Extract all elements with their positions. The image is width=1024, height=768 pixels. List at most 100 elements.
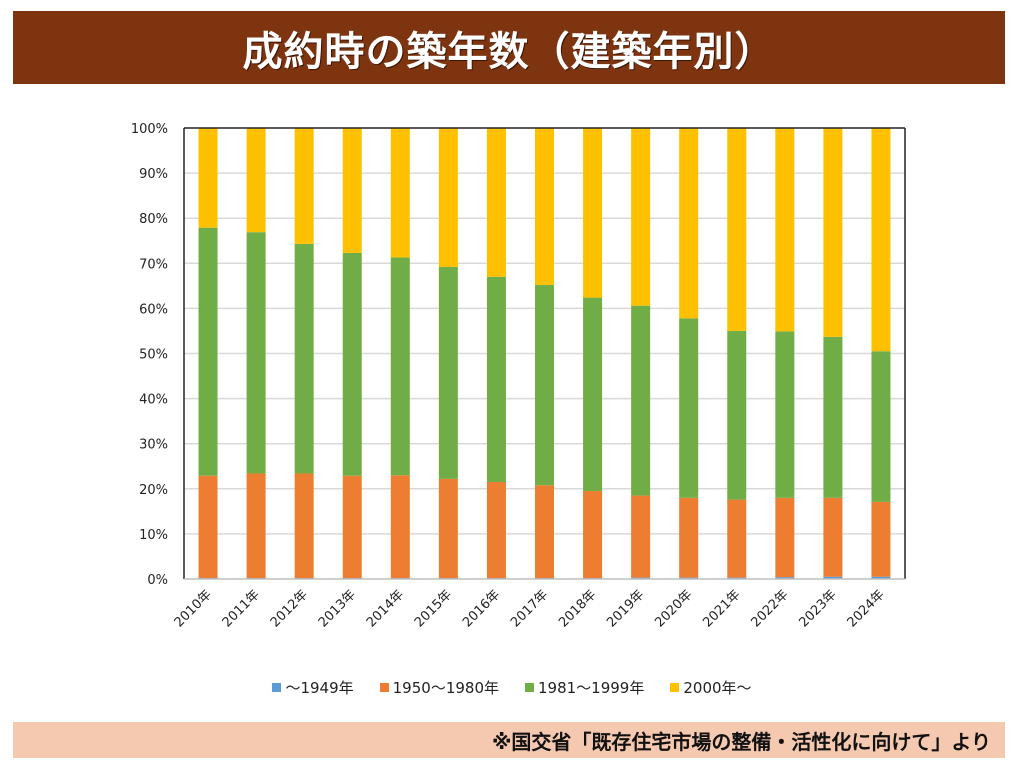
bar-segment [535,128,554,285]
bar-stack [727,128,747,579]
bar-segment [679,497,699,578]
bar-segment [342,128,362,253]
legend-label: 2000年～ [683,679,752,697]
y-tick-label: 10% [139,528,168,543]
x-tick-label: 2016年 [460,587,503,630]
bar-segment [390,128,410,258]
bar-segment [535,284,554,486]
bar-segment [727,499,747,578]
bar-segment [871,128,891,352]
bar-segment [775,497,795,578]
y-tick-label: 30% [139,438,168,453]
legend-label: 1981～1999年 [538,679,645,697]
source-banner: ※国交省「既存住宅市場の整備・活性化に向けて」より [13,722,1005,758]
bar-stack [823,128,843,579]
legend-item: ～1949年 [272,677,354,698]
bar-segment [294,243,314,474]
legend-item: 2000年～ [670,677,752,698]
y-tick-label: 90% [139,167,168,182]
y-tick-label: 80% [139,212,168,227]
bar-segment [583,128,603,298]
bar-segment [390,475,410,579]
y-tick-label: 60% [139,302,168,317]
x-tick-label: 2018年 [556,587,599,630]
bar-stack [438,128,458,579]
legend-label: 1950～1980年 [392,679,499,697]
y-tick-label: 20% [139,483,168,498]
bar-stack [486,128,506,579]
bar-stack [390,128,410,579]
page-title: 成約時の築年数（建築年別） [242,28,776,75]
bar-segment [679,128,699,319]
bar-segment [438,266,458,479]
bar-segment [823,576,843,579]
bar-segment [727,128,747,331]
y-tick-labels: 0% 10% 20% 30% 40% 50% 60% 70% 80% 90% 100% [131,122,168,588]
bar-segment [390,257,410,476]
bar-segment [823,497,843,577]
y-tick-label: 100% [131,122,168,137]
y-tick-label: 70% [139,257,168,272]
x-tick-label: 2010年 [172,587,215,630]
legend-swatch [525,683,534,692]
bar-stack [342,128,362,579]
bar-segment [583,491,603,579]
bar-segment [246,473,266,579]
bar-segment [246,232,266,474]
x-tick-label: 2019年 [604,587,647,630]
bar-segment [631,305,651,496]
x-tick-label: 2020年 [652,587,695,630]
bar-segment [198,475,218,579]
bar-segment [486,128,506,277]
x-tick-label: 2023年 [797,587,840,630]
bar-segment [198,227,218,476]
bar-stack [535,128,554,579]
x-tick-label: 2013年 [316,587,359,630]
bar-stack [246,128,266,579]
bar-segment [775,577,795,579]
x-tick-label: 2015年 [412,587,455,630]
source-note: ※国交省「既存住宅市場の整備・活性化に向けて」より [491,729,991,754]
bar-stack [871,128,891,579]
bar-stack [198,128,218,579]
bar-segment [294,473,314,579]
bar-segment [486,482,506,579]
legend-label: ～1949年 [285,679,354,697]
bar-segment [775,128,795,332]
bar-segment [438,478,458,579]
legend-item: 1950～1980年 [379,677,499,698]
bar-segment [727,330,747,500]
x-tick-label: 2017年 [508,587,551,630]
x-tick-label: 2022年 [748,587,791,630]
stacked-bar-chart: 0%10%20%30%40%50%60%70%80%90%100% 2010年 2… [131,122,906,630]
bar-segment [871,576,891,579]
x-tick-label: 2012年 [268,587,311,630]
y-tick-label: 40% [139,393,168,408]
y-tick-label: 0% [147,573,168,588]
bar-segment [583,297,603,492]
title-banner: 成約時の築年数（建築年別） [13,11,1005,84]
bar-stack [583,128,603,579]
legend-item: 1981～1999年 [525,677,644,698]
legend-swatch [379,683,389,692]
bar-stack [679,128,699,579]
chart-legend: ～1949年 1950～1980年 1981～1999年 2000年～ [0,677,1024,698]
x-tick-labels: 2010年 2011年 2012年 2013年 2014年 2015年 2016年 2017年… [172,587,888,630]
bar-segment [775,331,795,498]
bar-segment [438,128,458,267]
bars [198,128,891,579]
bar-segment [871,501,891,577]
bar-segment [631,495,651,578]
axes [183,127,906,580]
bar-segment [342,475,362,579]
bar-segment [535,485,554,579]
bar-segment [871,351,891,502]
x-tick-label: 2021年 [700,587,743,630]
x-tick-label: 2014年 [364,587,407,630]
bar-segment [246,128,266,233]
bar-stack [631,128,651,579]
bar-stack [294,128,314,579]
y-tick-label: 50% [139,348,168,363]
bar-segment [486,276,506,483]
legend-swatch [272,683,282,692]
